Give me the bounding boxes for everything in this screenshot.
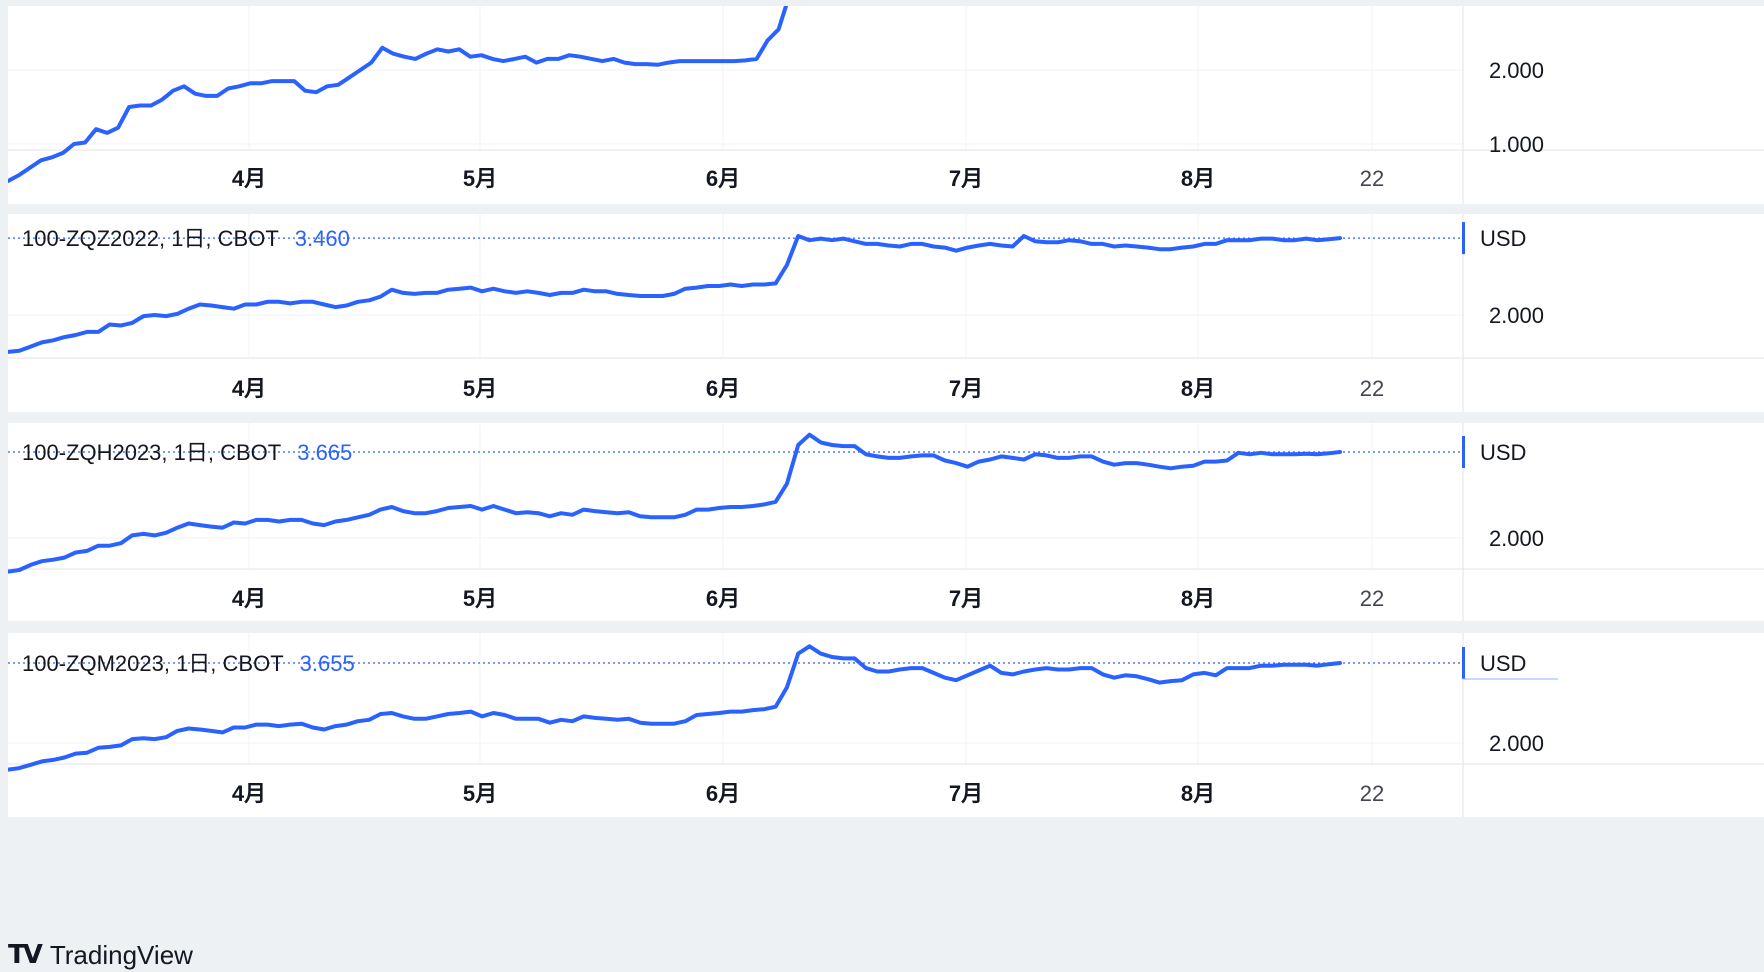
x-tick-label: 4月 bbox=[232, 586, 266, 611]
chart-body: 100-ZQU2022, 1日, CBOT2.530USD2.0001.0004… bbox=[8, 6, 1764, 204]
x-tick-label: 4月 bbox=[232, 376, 266, 401]
legend-last-value: 3.655 bbox=[300, 651, 355, 676]
last-price-marker bbox=[1462, 436, 1465, 468]
price-series-line bbox=[8, 432, 1342, 574]
x-tick-label: 8月 bbox=[1181, 781, 1215, 806]
chart-body: 100-ZQZ2022, 1日, CBOT 3.460 USD 2.000 4月 5月 6月… bbox=[8, 214, 1764, 412]
x-tick-label: 8月 bbox=[1181, 166, 1215, 191]
x-tick-label: 6月 bbox=[706, 376, 740, 401]
x-tick-label: 7月 bbox=[949, 376, 983, 401]
tradingview-mark-icon: TV bbox=[8, 940, 43, 970]
tradingview-logo[interactable]: TV TradingView bbox=[8, 939, 193, 971]
legend-symbol: 100-ZQH2023, 1日, CBOT bbox=[22, 440, 281, 465]
chart-body: 100-ZQM2023, 1日, CBOT 3.655 USD 2.000 4月 5月 6月… bbox=[8, 633, 1764, 817]
chart-svg-zqm2023: 100-ZQM2023, 1日, CBOT 3.655 USD 2.000 4月 5月 6月… bbox=[8, 633, 1764, 817]
x-tick-label: 8月 bbox=[1181, 586, 1215, 611]
x-tick-label: 8月 bbox=[1181, 376, 1215, 401]
price-series-line bbox=[8, 644, 1342, 772]
last-price-marker bbox=[1462, 222, 1465, 255]
x-tick-label: 7月 bbox=[949, 781, 983, 806]
price-series-line bbox=[8, 234, 1342, 354]
x-tick-label: 22 bbox=[1360, 376, 1384, 401]
y-tick-label: 2.000 bbox=[1489, 58, 1544, 83]
x-tick-label: 4月 bbox=[232, 781, 266, 806]
chart-body: 100-ZQH2023, 1日, CBOT 3.665 USD 2.000 4月 5月 6月… bbox=[8, 423, 1764, 621]
currency-label: USD bbox=[1480, 651, 1526, 676]
chart-panel-zqm2023[interactable]: 100-ZQM2023, 1日, CBOT 3.655 USD 2.000 4月 5月 6月… bbox=[8, 633, 1764, 817]
y-tick-label: 2.000 bbox=[1489, 731, 1544, 756]
x-tick-label: 6月 bbox=[706, 166, 740, 191]
x-tick-label: 6月 bbox=[706, 586, 740, 611]
x-tick-label: 7月 bbox=[949, 586, 983, 611]
last-price-marker bbox=[1462, 647, 1465, 679]
y-tick-label: 2.000 bbox=[1489, 526, 1544, 551]
legend-symbol: 100-ZQZ2022, 1日, CBOT bbox=[22, 226, 279, 251]
legend-last-value: 3.460 bbox=[295, 226, 350, 251]
chart-panel-zqh2023[interactable]: 100-ZQH2023, 1日, CBOT 3.665 USD 2.000 4月 5月 6月… bbox=[8, 423, 1764, 621]
chart-svg-zqu2022: 100-ZQU2022, 1日, CBOT2.530USD2.0001.0004… bbox=[8, 6, 1764, 204]
x-tick-label: 5月 bbox=[463, 781, 497, 806]
chart-svg-zqh2023: 100-ZQH2023, 1日, CBOT 3.665 USD 2.000 4月 5月 6月… bbox=[8, 423, 1764, 621]
x-tick-label: 4月 bbox=[232, 166, 266, 191]
chart-panel-zqu2022[interactable]: 100-ZQU2022, 1日, CBOT2.530USD2.0001.0004… bbox=[8, 6, 1764, 204]
x-tick-label: 22 bbox=[1360, 166, 1384, 191]
legend-last-value: 3.665 bbox=[297, 440, 352, 465]
x-tick-label: 6月 bbox=[706, 781, 740, 806]
x-tick-label: 22 bbox=[1360, 781, 1384, 806]
x-tick-label: 5月 bbox=[463, 586, 497, 611]
currency-label: USD bbox=[1480, 226, 1526, 251]
y-tick-label: 1.000 bbox=[1489, 132, 1544, 157]
chart-panel-zqz2022[interactable]: 100-ZQZ2022, 1日, CBOT 3.460 USD 2.000 4月 5月 6月… bbox=[8, 214, 1764, 412]
chart-svg-zqz2022: 100-ZQZ2022, 1日, CBOT 3.460 USD 2.000 4月 5月 6月… bbox=[8, 214, 1764, 412]
legend-symbol: 100-ZQM2023, 1日, CBOT bbox=[22, 651, 284, 676]
y-tick-label: 2.000 bbox=[1489, 303, 1544, 328]
price-series-line bbox=[8, 6, 789, 183]
tradingview-name: TradingView bbox=[49, 939, 193, 970]
x-tick-label: 22 bbox=[1360, 586, 1384, 611]
x-tick-label: 7月 bbox=[949, 166, 983, 191]
x-tick-label: 5月 bbox=[463, 376, 497, 401]
x-tick-label: 5月 bbox=[463, 166, 497, 191]
currency-label: USD bbox=[1480, 440, 1526, 465]
